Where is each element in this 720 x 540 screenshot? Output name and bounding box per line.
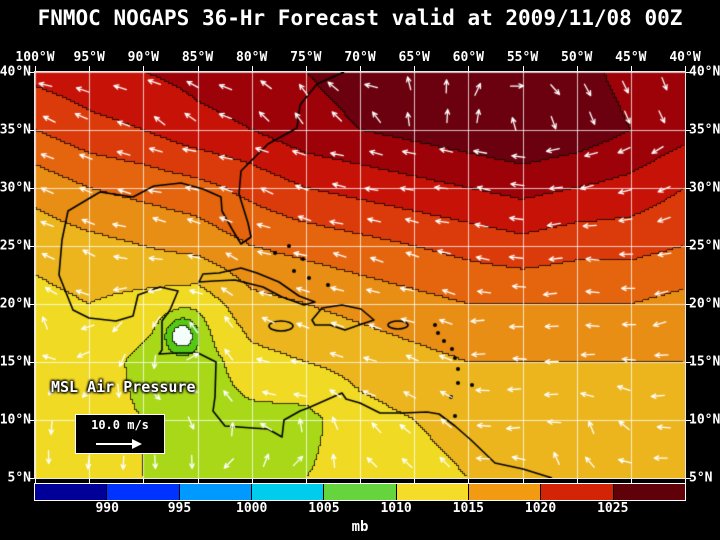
wind-reference-label: 10.0 m/s	[91, 418, 149, 432]
lat-axis-label-left: 5°N	[7, 470, 31, 486]
lat-axis-label-right: 30°N	[689, 180, 720, 196]
colorbar-tick-label: 1010	[380, 501, 412, 516]
lon-tick-top	[630, 66, 632, 71]
lon-tick-top	[468, 66, 470, 71]
lon-tick-top	[251, 66, 253, 71]
colorbar-cell	[179, 484, 252, 500]
colorbar-tick-label: 1025	[597, 501, 629, 516]
lon-tick-top	[35, 66, 36, 71]
lon-tick-bottom	[414, 479, 416, 484]
field-name-label: MSL Air Pressure	[51, 378, 196, 396]
lon-tick-bottom	[522, 479, 524, 484]
colorbar-tick-label: 990	[95, 501, 119, 516]
lat-axis-label-left: 40°N	[0, 64, 31, 80]
lon-tick-top	[685, 66, 686, 71]
chart-title: FNMOC NOGAPS 36-Hr Forecast valid at 200…	[37, 6, 683, 30]
lon-tick-bottom	[251, 479, 253, 484]
lat-tick-left	[29, 362, 34, 363]
lat-axis-label-left: 15°N	[0, 354, 31, 370]
lat-tick-left	[29, 72, 34, 73]
lat-tick-left	[29, 246, 34, 247]
colorbar-cell	[468, 484, 542, 500]
pressure-field-canvas	[35, 72, 685, 478]
lon-tick-bottom	[576, 479, 578, 484]
lat-tick-right	[686, 246, 691, 247]
lon-tick-top	[522, 66, 524, 71]
lat-axis-label-right: 25°N	[689, 238, 720, 254]
lat-tick-right	[686, 420, 691, 421]
lat-axis-label-right: 40°N	[689, 64, 720, 80]
colorbar-tick-label: 1020	[524, 501, 557, 516]
lat-tick-right	[686, 362, 691, 363]
lon-tick-top	[360, 66, 361, 71]
lon-tick-top	[576, 66, 578, 71]
colorbar-tick-label: 1005	[308, 501, 340, 516]
lon-axis-label: 70°W	[344, 50, 376, 65]
lat-axis-label-left: 35°N	[0, 122, 31, 138]
lat-axis-label-right: 35°N	[689, 122, 720, 138]
lat-axis-label-left: 25°N	[0, 238, 31, 254]
colorbar-cell	[251, 484, 325, 500]
colorbar-tick-label: 1015	[452, 501, 484, 516]
lat-tick-right	[686, 130, 691, 131]
lat-tick-right	[686, 304, 691, 305]
lat-tick-left	[29, 478, 34, 479]
colorbar-cell	[396, 484, 469, 500]
lon-tick-top	[89, 66, 91, 71]
lon-axis-label: 80°W	[236, 50, 268, 65]
lon-tick-bottom	[305, 479, 307, 484]
lon-axis-label: 50°W	[561, 50, 593, 65]
lat-axis-label-left: 10°N	[0, 412, 31, 428]
lon-axis-label: 90°W	[127, 50, 159, 65]
lat-axis-label-left: 30°N	[0, 180, 31, 196]
lon-tick-bottom	[630, 479, 632, 484]
lat-axis-label-right: 5°N	[689, 470, 713, 486]
lat-tick-right	[686, 72, 691, 73]
lon-tick-top	[143, 66, 145, 71]
lon-axis-label: 65°W	[398, 50, 430, 65]
lon-axis-label: 85°W	[181, 50, 214, 65]
wind-reference-arrow-icon	[96, 439, 142, 449]
lon-tick-bottom	[89, 479, 91, 484]
lon-axis-label: 95°W	[73, 50, 105, 65]
lat-tick-left	[29, 304, 34, 305]
lon-axis-label: 55°W	[506, 50, 539, 65]
lat-tick-left	[29, 130, 34, 131]
colorbar-cell	[107, 484, 180, 500]
colorbar-cell	[324, 484, 397, 500]
map-plot-area: MSL Air Pressure 10.0 m/s	[34, 71, 686, 479]
lat-axis-label-right: 20°N	[689, 296, 720, 312]
lat-axis-label-right: 10°N	[689, 412, 720, 428]
lon-axis-label: 100°W	[15, 50, 55, 65]
lon-tick-top	[414, 66, 416, 71]
lat-axis-label-right: 15°N	[689, 354, 720, 370]
lon-tick-bottom	[360, 479, 361, 484]
lon-tick-bottom	[35, 479, 36, 484]
lon-axis-label: 60°W	[452, 50, 484, 65]
lat-tick-left	[29, 420, 34, 421]
lon-tick-bottom	[468, 479, 470, 484]
lon-tick-top	[197, 66, 199, 71]
lon-tick-top	[305, 66, 307, 71]
lat-tick-right	[686, 188, 691, 189]
lon-tick-bottom	[685, 479, 686, 484]
colorbar-tick-label: 995	[167, 501, 192, 516]
colorbar-cell	[541, 484, 614, 500]
lat-tick-left	[29, 188, 34, 189]
lon-axis-label: 45°W	[615, 50, 647, 65]
colorbar-cell	[613, 484, 685, 500]
pressure-colorbar	[34, 483, 686, 501]
lon-tick-bottom	[197, 479, 199, 484]
colorbar-cell	[35, 484, 108, 500]
lat-tick-right	[686, 478, 691, 479]
lon-axis-label: 75°W	[290, 50, 322, 65]
colorbar-units-label: mb	[351, 519, 369, 535]
lat-axis-label-left: 20°N	[0, 296, 31, 312]
wind-reference-box: 10.0 m/s	[75, 414, 165, 454]
colorbar-tick-label: 1000	[236, 501, 268, 516]
lon-tick-bottom	[143, 479, 145, 484]
lon-axis-label: 40°W	[669, 50, 701, 65]
